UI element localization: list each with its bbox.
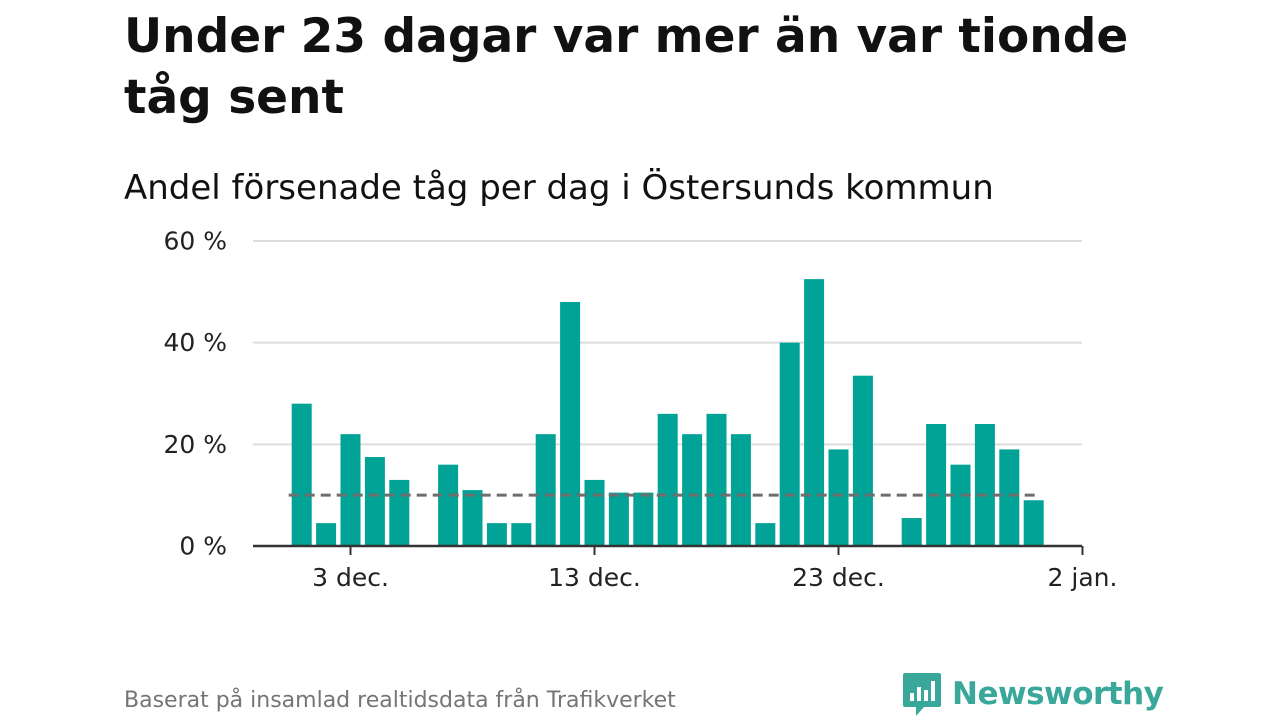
bar [364, 457, 385, 546]
y-tick-label: 0 % [179, 532, 227, 561]
bar-chart: 0 % 20 % 40 % 60 % 3 dec. 13 dec. 23 dec. 2 ja… [163, 227, 1117, 593]
bar [340, 434, 361, 546]
gridlines [253, 240, 1082, 446]
x-axis-ticks: 3 dec. 13 dec. 23 dec. 2 jan. [312, 546, 1117, 592]
chart-title: Under 23 dagar var mer än var tionde tåg… [124, 9, 1129, 125]
bar [901, 518, 922, 546]
bar [950, 464, 971, 546]
bar [462, 490, 483, 546]
bar [852, 375, 873, 546]
bar [316, 523, 337, 546]
chart-subtitle: Andel försenade tåg per dag i Östersunds… [124, 168, 994, 208]
bar [560, 302, 581, 546]
bar [804, 279, 825, 546]
y-tick-label: 40 % [163, 328, 227, 357]
bar [608, 492, 629, 546]
x-tick-label: 23 dec. [792, 563, 885, 592]
source-note: Baserat på insamlad realtidsdata från Tr… [124, 688, 676, 713]
bar [755, 523, 776, 546]
bar [999, 449, 1020, 546]
bar [657, 413, 678, 546]
y-axis-ticks: 0 % 20 % 40 % 60 % [163, 227, 227, 561]
y-tick-label: 20 % [163, 430, 227, 459]
bar [730, 434, 751, 546]
bar [535, 434, 556, 546]
newsworthy-logo-icon [903, 673, 941, 716]
bar [486, 523, 507, 546]
bar [438, 464, 459, 546]
brand-logo[interactable]: Newsworthy [902, 670, 1164, 718]
bars [291, 279, 1044, 546]
bar [926, 424, 947, 546]
bar [1023, 500, 1044, 546]
x-tick-label: 2 jan. [1048, 563, 1118, 592]
bar [828, 449, 849, 546]
y-tick-label: 60 % [163, 227, 227, 256]
x-tick-label: 3 dec. [312, 563, 389, 592]
bar [779, 342, 800, 546]
bar [706, 413, 727, 546]
bar [633, 492, 654, 546]
bar [291, 403, 312, 546]
x-tick-label: 13 dec. [548, 563, 641, 592]
bar [389, 479, 410, 546]
bar [511, 523, 532, 546]
bar [682, 434, 703, 546]
bar [584, 479, 605, 546]
brand-name: Newsworthy [952, 676, 1164, 712]
bar [974, 424, 995, 546]
